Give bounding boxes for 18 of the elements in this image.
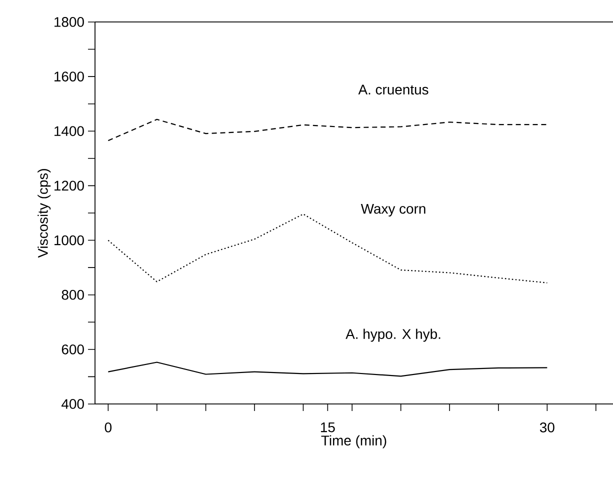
x-tick-label: 30 <box>540 422 554 432</box>
text: A. hypo. X hyb. <box>346 328 440 342</box>
y-tick-label: 400 <box>62 399 84 409</box>
y-tick-label: 1600 <box>54 72 84 82</box>
line-series <box>108 118 548 142</box>
y-axis-title: Viscosity (cps) <box>38 169 51 258</box>
x-axis-title: Time (min) <box>321 435 386 448</box>
y-tick-label: 800 <box>62 290 84 300</box>
y-tick-label: 1400 <box>54 126 84 136</box>
y-tick-label: 1200 <box>54 180 84 191</box>
x-tick-label: 0 <box>104 422 112 432</box>
text: A. cruentus <box>358 84 428 95</box>
series-label: Waxy corn <box>360 204 426 216</box>
y-tick-label: 1000 <box>54 235 84 246</box>
y-tick-label: 600 <box>62 344 84 354</box>
y-tick-label: 1800 <box>54 17 84 27</box>
x-tick-label: 15 <box>320 422 335 432</box>
line-series <box>108 362 548 377</box>
